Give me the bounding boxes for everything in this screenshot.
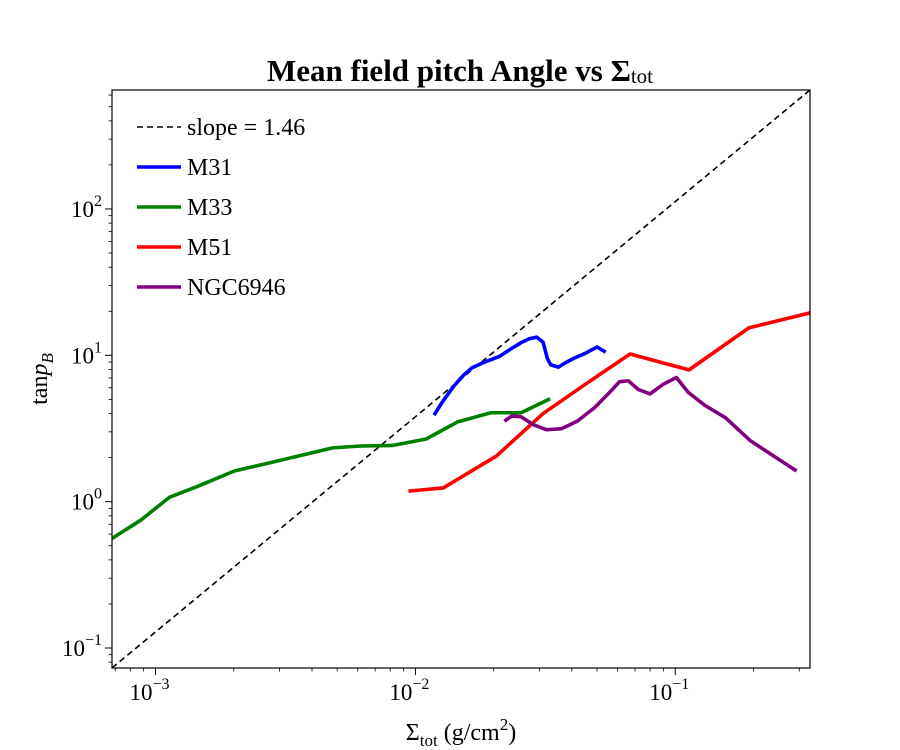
svg-text:Mean field pitch Angle vs Σtot: Mean field pitch Angle vs Σtot xyxy=(267,53,653,88)
x-tick-label: 10−3 xyxy=(130,676,170,705)
y-axis-label: tanpB xyxy=(27,353,57,405)
legend-label-m31: M31 xyxy=(187,155,232,181)
series-line-m33 xyxy=(112,397,551,541)
x-axis-label: Σtot (g/cm2) xyxy=(406,715,516,750)
series-line-m51 xyxy=(408,311,810,493)
series-layer xyxy=(112,90,810,668)
series-line-m31 xyxy=(432,335,607,417)
y-tick-label: 101 xyxy=(71,339,102,368)
legend-label-m33: M33 xyxy=(187,195,232,221)
series-line-ngc6946 xyxy=(503,375,798,473)
chart-title-subscript: tot xyxy=(631,64,653,88)
axes-layer: 10−3 10−2 10−1 10−1 100 101 102 xyxy=(62,89,811,705)
legend: slope = 1.46 M31 M33 M51 NGC6946 xyxy=(137,115,305,301)
legend-label-ngc6946: NGC6946 xyxy=(187,275,286,301)
chart-title: Mean field pitch Angle vs Σtot xyxy=(267,53,653,88)
y-tick-label: 102 xyxy=(71,193,102,222)
x-tick-label: 10−1 xyxy=(649,676,689,705)
y-tick-label: 10−1 xyxy=(62,632,102,661)
legend-label-m51: M51 xyxy=(187,235,232,261)
plot-frame xyxy=(111,89,811,669)
legend-label-slope-1-46: slope = 1.46 xyxy=(187,115,305,141)
axis-labels: Σtot (g/cm2) tanpB xyxy=(27,353,516,750)
y-tick-label: 100 xyxy=(71,486,102,515)
chart-title-main: Mean field pitch Angle vs Σ xyxy=(267,53,631,88)
x-tick-label: 10−2 xyxy=(389,676,429,705)
